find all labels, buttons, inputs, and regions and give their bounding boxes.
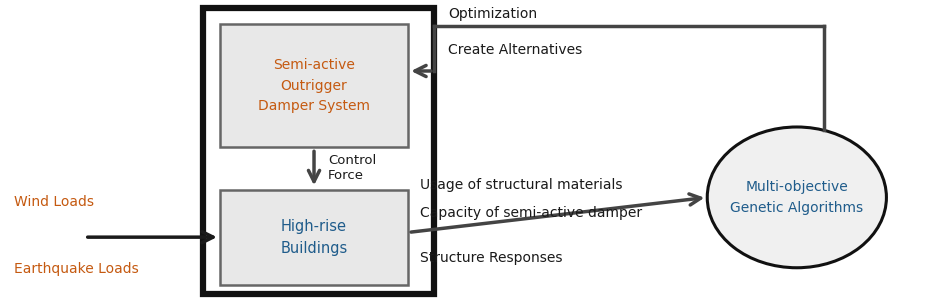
Text: Semi-active
Outrigger
Damper System: Semi-active Outrigger Damper System bbox=[258, 58, 370, 113]
Text: Capacity of semi-active damper: Capacity of semi-active damper bbox=[420, 206, 642, 219]
Bar bbox=[220, 190, 408, 285]
Ellipse shape bbox=[707, 127, 886, 268]
Text: Control
Force: Control Force bbox=[328, 154, 376, 182]
Bar bbox=[220, 24, 408, 147]
Bar bbox=[203, 8, 434, 294]
Text: High-rise
Buildings: High-rise Buildings bbox=[280, 218, 348, 256]
Text: Optimization: Optimization bbox=[448, 7, 538, 21]
Text: Multi-objective
Genetic Algorithms: Multi-objective Genetic Algorithms bbox=[730, 180, 864, 215]
Text: Usage of structural materials: Usage of structural materials bbox=[420, 178, 622, 192]
Text: Structure Responses: Structure Responses bbox=[420, 252, 562, 265]
Text: Create Alternatives: Create Alternatives bbox=[448, 43, 582, 57]
Text: Earthquake Loads: Earthquake Loads bbox=[14, 262, 139, 276]
Text: Wind Loads: Wind Loads bbox=[14, 195, 94, 209]
